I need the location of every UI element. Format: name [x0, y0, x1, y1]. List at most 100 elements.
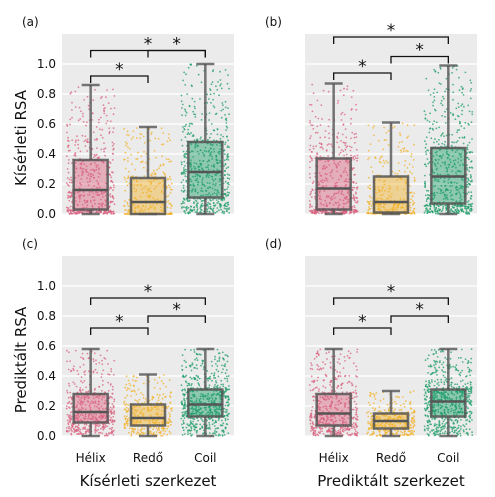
data-point	[161, 209, 164, 212]
data-point	[130, 153, 133, 156]
data-point	[183, 189, 186, 192]
data-point	[228, 174, 231, 177]
data-point	[194, 190, 197, 193]
data-point	[336, 181, 338, 184]
data-point	[111, 211, 113, 214]
data-point	[353, 197, 356, 200]
data-point	[201, 202, 204, 205]
data-point	[459, 122, 462, 124]
data-point	[191, 189, 194, 192]
data-point	[443, 143, 446, 146]
data-point	[353, 400, 356, 403]
data-point	[195, 430, 198, 433]
data-point	[219, 206, 222, 209]
data-point	[210, 83, 213, 86]
data-point	[169, 414, 171, 416]
data-point	[225, 401, 228, 404]
data-point	[183, 411, 186, 413]
data-point	[315, 355, 318, 358]
data-point	[112, 388, 114, 391]
data-point	[84, 201, 87, 204]
data-point	[170, 211, 172, 214]
data-point	[219, 161, 222, 164]
data-point	[467, 122, 470, 125]
data-point	[448, 163, 451, 166]
data-point	[471, 138, 473, 140]
data-point	[203, 183, 205, 186]
data-point	[469, 174, 472, 176]
data-point	[457, 157, 460, 160]
data-point	[219, 183, 222, 186]
data-point	[439, 188, 442, 191]
data-point	[424, 186, 426, 189]
data-point	[446, 196, 448, 199]
data-point	[160, 143, 163, 146]
data-point	[202, 169, 204, 171]
data-point	[200, 189, 203, 192]
data-point	[314, 212, 316, 215]
data-point	[469, 210, 472, 212]
data-point	[103, 112, 106, 115]
data-point	[183, 417, 186, 419]
data-point	[384, 208, 387, 211]
data-point	[222, 422, 225, 425]
data-point	[346, 180, 349, 183]
data-point	[214, 377, 217, 379]
data-point	[224, 193, 226, 196]
data-point	[374, 156, 377, 159]
data-point	[166, 433, 169, 436]
data-point	[209, 186, 212, 189]
data-point	[199, 210, 202, 213]
data-point	[136, 376, 138, 379]
data-point	[316, 363, 318, 366]
data-point	[127, 379, 130, 382]
data-point	[322, 433, 325, 435]
data-point	[339, 353, 342, 356]
data-point	[319, 195, 321, 197]
data-point	[426, 119, 429, 122]
data-point	[452, 83, 454, 86]
data-point	[80, 162, 83, 165]
data-point	[81, 381, 84, 384]
data-point	[430, 137, 433, 140]
data-point	[134, 210, 137, 213]
data-point	[96, 147, 98, 150]
data-point	[369, 187, 372, 190]
data-point	[220, 383, 223, 386]
data-point	[101, 136, 104, 139]
data-point	[208, 149, 211, 152]
data-point	[226, 154, 229, 157]
data-point	[226, 354, 228, 357]
data-point	[215, 154, 218, 157]
data-point	[224, 419, 227, 422]
data-point	[211, 187, 214, 190]
data-point	[214, 355, 217, 358]
data-point	[180, 384, 183, 387]
data-point	[216, 207, 219, 209]
data-point	[196, 379, 199, 382]
data-point	[70, 213, 73, 215]
data-point	[169, 423, 172, 426]
data-point	[385, 160, 388, 163]
data-point	[210, 208, 213, 211]
data-point	[222, 385, 225, 388]
data-point	[441, 114, 443, 117]
data-point	[343, 180, 346, 183]
panel-label: (b)	[265, 15, 282, 29]
data-point	[350, 96, 353, 98]
data-point	[458, 89, 461, 92]
data-point	[108, 427, 111, 430]
data-point	[322, 185, 325, 188]
data-point	[341, 211, 344, 214]
data-point	[211, 423, 214, 426]
data-point	[223, 207, 226, 210]
data-point	[103, 142, 105, 145]
data-point	[465, 208, 468, 211]
data-point	[342, 171, 345, 174]
data-point	[199, 353, 202, 356]
data-point	[208, 154, 211, 157]
data-point	[196, 206, 199, 209]
data-point	[343, 113, 346, 116]
data-point	[467, 179, 470, 181]
